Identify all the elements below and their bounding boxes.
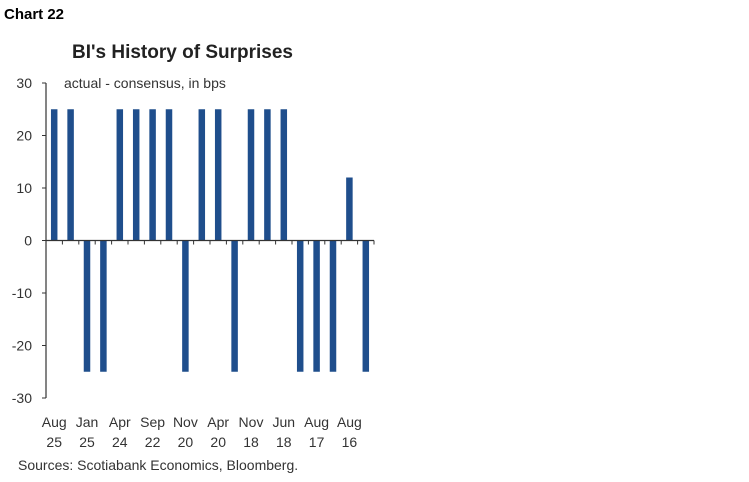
x-tick-label-month: Apr xyxy=(207,414,229,430)
bar xyxy=(132,109,140,241)
chart-title: BI's History of Surprises xyxy=(72,42,293,63)
bar xyxy=(83,240,91,372)
bar xyxy=(313,240,320,372)
y-tick-label: -30 xyxy=(12,390,32,406)
x-tick-label-year: 18 xyxy=(276,434,292,450)
x-tick-label-year: 20 xyxy=(210,434,226,450)
x-tick-label-year: 20 xyxy=(178,434,194,450)
x-tick-label-month: Nov xyxy=(173,414,198,430)
bar xyxy=(149,109,156,241)
bar xyxy=(214,109,222,241)
x-tick-label-month: Aug xyxy=(42,414,67,430)
y-tick-label: 0 xyxy=(24,233,32,249)
x-tick-label-month: Nov xyxy=(239,414,264,430)
bar xyxy=(231,240,238,372)
bar xyxy=(247,109,255,241)
bar xyxy=(296,240,304,372)
x-tick-label-year: 24 xyxy=(112,434,128,450)
bar xyxy=(198,109,206,241)
x-tick-label-year: 18 xyxy=(243,434,259,450)
x-tick-label-year: 16 xyxy=(342,434,358,450)
y-tick-label: 30 xyxy=(16,75,32,91)
source-note: Sources: Scotiabank Economics, Bloomberg… xyxy=(18,457,299,473)
bar xyxy=(67,109,74,241)
y-tick-label: 10 xyxy=(16,180,32,196)
bar xyxy=(100,240,107,372)
bars xyxy=(50,109,370,372)
chart-number-label: Chart 22 xyxy=(4,6,65,23)
bar xyxy=(280,109,288,241)
x-tick-label-month: Jan xyxy=(76,414,99,430)
y-tick-label: 20 xyxy=(16,128,32,144)
y-tick-label: -20 xyxy=(12,338,32,354)
bar xyxy=(50,109,58,241)
bar xyxy=(329,240,337,372)
x-tick-label-year: 25 xyxy=(79,434,95,450)
x-tick-label-month: Jun xyxy=(273,414,296,430)
y-axis-label: actual - consensus, in bps xyxy=(64,75,226,91)
x-tick-label-month: Aug xyxy=(304,414,329,430)
bar xyxy=(264,109,271,241)
x-tick-label-month: Aug xyxy=(337,414,362,430)
x-tick-label-month: Sep xyxy=(140,414,165,430)
bar xyxy=(346,177,353,241)
x-tick-label-month: Apr xyxy=(109,414,131,430)
bar xyxy=(362,240,370,372)
y-tick-label: -10 xyxy=(12,285,32,301)
bar xyxy=(182,240,189,372)
x-tick-label-year: 25 xyxy=(46,434,62,450)
x-tick-label-year: 17 xyxy=(309,434,325,450)
bar xyxy=(165,109,173,241)
y-axis: 30 20 10 0 -10 -20 -30 xyxy=(12,75,47,406)
x-tick-label-year: 22 xyxy=(145,434,161,450)
bar xyxy=(116,109,124,241)
x-axis: Aug 25 Jan 25 Apr 24 Sep 22 Nov 20 Apr 20 Nov 18 Jun 18… xyxy=(42,239,375,450)
